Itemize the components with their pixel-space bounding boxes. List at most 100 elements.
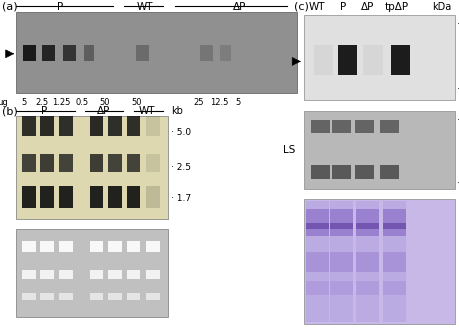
Text: · 1.7: · 1.7 bbox=[171, 194, 191, 203]
Bar bbox=[126, 270, 140, 279]
Text: (b): (b) bbox=[2, 106, 17, 116]
Text: · 2.5: · 2.5 bbox=[171, 163, 190, 172]
Bar bbox=[90, 116, 103, 136]
Bar bbox=[16, 12, 296, 93]
Bar bbox=[22, 270, 36, 279]
Bar bbox=[59, 241, 73, 252]
Bar bbox=[330, 281, 353, 295]
Text: (c): (c) bbox=[294, 2, 308, 12]
Text: µg: µg bbox=[0, 98, 8, 107]
Bar bbox=[146, 186, 160, 208]
Text: ΔP: ΔP bbox=[96, 106, 110, 116]
Bar bbox=[90, 154, 103, 172]
Text: 5: 5 bbox=[235, 98, 241, 107]
Bar bbox=[379, 165, 398, 179]
Bar bbox=[126, 186, 140, 208]
Bar bbox=[146, 241, 160, 252]
Bar bbox=[355, 281, 378, 295]
Bar bbox=[40, 116, 54, 136]
Bar bbox=[108, 186, 122, 208]
Bar bbox=[90, 241, 103, 252]
Bar bbox=[313, 45, 332, 75]
Bar bbox=[305, 281, 328, 295]
Bar bbox=[16, 229, 168, 317]
Bar bbox=[135, 45, 148, 61]
Text: 12.5: 12.5 bbox=[209, 98, 228, 107]
Bar bbox=[40, 270, 54, 279]
Bar bbox=[390, 45, 409, 75]
Bar bbox=[22, 186, 36, 208]
Bar bbox=[40, 154, 54, 172]
Bar bbox=[126, 154, 140, 172]
Text: 5: 5 bbox=[21, 98, 27, 107]
Text: WT: WT bbox=[308, 2, 325, 12]
Bar bbox=[126, 241, 140, 252]
Bar bbox=[200, 45, 213, 61]
Text: 50: 50 bbox=[132, 98, 142, 107]
Bar bbox=[303, 199, 454, 324]
Bar bbox=[355, 223, 378, 229]
Bar bbox=[305, 252, 328, 272]
Text: WT: WT bbox=[136, 2, 153, 12]
Bar bbox=[23, 45, 36, 61]
Bar bbox=[330, 223, 353, 229]
Bar bbox=[126, 293, 140, 300]
Bar bbox=[59, 154, 73, 172]
Text: kb: kb bbox=[171, 106, 183, 116]
Bar bbox=[59, 293, 73, 300]
Bar bbox=[331, 165, 351, 179]
Bar bbox=[90, 186, 103, 208]
Bar bbox=[146, 270, 160, 279]
Bar bbox=[354, 165, 374, 179]
Bar bbox=[16, 116, 168, 219]
Text: (a): (a) bbox=[2, 2, 17, 12]
Bar bbox=[330, 209, 353, 236]
Bar bbox=[59, 270, 73, 279]
Text: 0.5: 0.5 bbox=[75, 98, 88, 107]
Bar bbox=[108, 116, 122, 136]
Bar bbox=[146, 293, 160, 300]
Bar bbox=[22, 293, 36, 300]
Bar bbox=[382, 223, 405, 229]
Bar bbox=[305, 201, 328, 322]
Text: WT: WT bbox=[139, 106, 155, 116]
Bar bbox=[303, 111, 454, 189]
Bar bbox=[42, 45, 55, 61]
Text: 1.25: 1.25 bbox=[52, 98, 70, 107]
Bar bbox=[90, 293, 103, 300]
Text: ΔP: ΔP bbox=[360, 2, 374, 12]
Bar bbox=[40, 293, 54, 300]
Bar bbox=[310, 165, 330, 179]
Bar bbox=[363, 45, 382, 75]
Bar bbox=[354, 120, 374, 133]
Text: kDa: kDa bbox=[431, 2, 451, 12]
Bar bbox=[305, 209, 328, 236]
Bar bbox=[59, 186, 73, 208]
Bar bbox=[63, 45, 76, 61]
Bar bbox=[59, 116, 73, 136]
Bar bbox=[90, 270, 103, 279]
Bar bbox=[331, 120, 351, 133]
Bar bbox=[22, 116, 36, 136]
Bar bbox=[382, 281, 405, 295]
Bar bbox=[146, 116, 160, 136]
Bar bbox=[337, 45, 356, 75]
Bar bbox=[310, 120, 330, 133]
Text: 25: 25 bbox=[193, 98, 203, 107]
Bar bbox=[382, 201, 405, 322]
Bar bbox=[379, 120, 398, 133]
Text: tpΔP: tpΔP bbox=[384, 2, 408, 12]
Bar bbox=[108, 154, 122, 172]
Text: P: P bbox=[40, 106, 47, 116]
Bar bbox=[305, 223, 328, 229]
Text: ΔP: ΔP bbox=[232, 2, 246, 12]
Bar bbox=[108, 241, 122, 252]
Text: · 80: · 80 bbox=[456, 116, 459, 125]
Bar bbox=[40, 186, 54, 208]
Text: · 55: · 55 bbox=[456, 20, 459, 30]
Bar bbox=[382, 252, 405, 272]
Bar bbox=[108, 293, 122, 300]
Text: P: P bbox=[56, 2, 63, 12]
Bar bbox=[146, 154, 160, 172]
Bar bbox=[108, 270, 122, 279]
